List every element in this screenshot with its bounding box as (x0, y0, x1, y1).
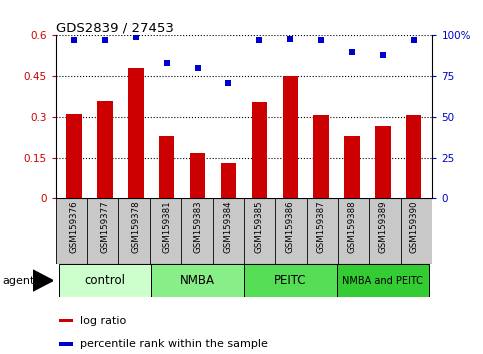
Polygon shape (33, 270, 53, 291)
Text: GSM159384: GSM159384 (224, 200, 233, 253)
Point (286, 36, 294, 41)
Text: GSM159381: GSM159381 (162, 200, 171, 253)
Point (317, 38, 325, 43)
Point (225, 80, 232, 85)
Bar (159, 136, 174, 198)
Bar (59, 319, 73, 322)
Point (256, 38, 263, 43)
Text: log ratio: log ratio (80, 316, 127, 326)
Bar (375, 126, 391, 198)
Text: GSM159389: GSM159389 (378, 200, 387, 253)
Text: GSM159377: GSM159377 (100, 200, 110, 253)
Text: GSM159383: GSM159383 (193, 200, 202, 253)
Bar (151, 264, 244, 297)
Text: percentile rank within the sample: percentile rank within the sample (80, 339, 268, 349)
Text: GSM159376: GSM159376 (70, 200, 79, 253)
Bar (344, 136, 360, 198)
Point (348, 49, 356, 55)
Bar (283, 76, 298, 198)
Text: GSM159388: GSM159388 (347, 200, 356, 253)
Text: NMBA: NMBA (180, 274, 215, 287)
Bar (190, 154, 205, 198)
Bar (337, 264, 429, 297)
Bar (244, 264, 337, 297)
Text: GSM159386: GSM159386 (286, 200, 295, 253)
Point (410, 38, 418, 43)
Bar (252, 102, 267, 198)
Point (70, 38, 78, 43)
Text: PEITC: PEITC (274, 274, 307, 287)
Text: GSM159378: GSM159378 (131, 200, 141, 253)
Bar (97, 101, 113, 198)
Text: GDS2839 / 27453: GDS2839 / 27453 (56, 21, 173, 34)
Point (163, 60, 170, 66)
Text: control: control (85, 274, 126, 287)
Text: NMBA and PEITC: NMBA and PEITC (342, 275, 423, 286)
Bar (58, 264, 151, 297)
Bar (59, 342, 73, 346)
Point (132, 34, 140, 40)
Bar (128, 68, 143, 198)
Bar (221, 163, 236, 198)
Bar (66, 114, 82, 198)
Text: GSM159385: GSM159385 (255, 200, 264, 253)
Point (379, 52, 387, 58)
Point (194, 65, 201, 71)
Text: agent: agent (2, 275, 35, 286)
Text: GSM159390: GSM159390 (409, 200, 418, 253)
Point (101, 38, 109, 43)
Bar (406, 115, 422, 198)
Text: GSM159387: GSM159387 (317, 200, 326, 253)
Bar (313, 115, 329, 198)
